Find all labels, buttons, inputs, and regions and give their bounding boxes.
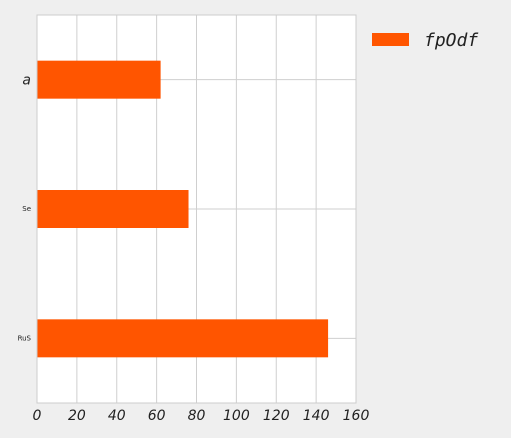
x-tick-label: 60 (148, 408, 166, 424)
x-tick-label: 40 (108, 408, 126, 424)
bar-se (37, 190, 189, 228)
x-tick-label: 80 (188, 408, 206, 424)
legend: fpOdf (372, 30, 478, 51)
y-tick-labels: a Se RuS (18, 73, 32, 343)
x-tick-label: 140 (303, 408, 330, 424)
plot-frame (36, 14, 357, 404)
x-tick-label: 0 (33, 408, 42, 424)
x-tick-label: 20 (68, 408, 86, 424)
y-tick-label: Se (22, 205, 31, 213)
bar-rus (37, 319, 329, 358)
y-tick-label: a (22, 73, 31, 89)
x-tick-label: 100 (223, 408, 250, 424)
bar-a (37, 60, 161, 99)
y-tick-label: RuS (18, 334, 32, 342)
x-tick-labels: 0 20 40 60 80 100 120 140 160 (33, 408, 370, 424)
legend-label: fpOdf (424, 30, 478, 51)
bars (37, 60, 329, 358)
axes (36, 14, 357, 404)
x-tick-label: 120 (263, 408, 290, 424)
x-tick-label: 160 (343, 408, 370, 424)
legend-swatch (372, 33, 409, 46)
